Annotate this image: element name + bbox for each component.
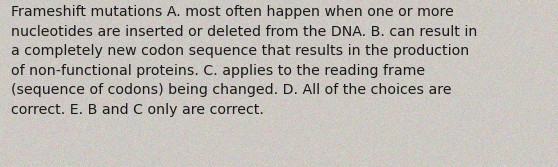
Text: Frameshift mutations A. most often happen when one or more
nucleotides are inser: Frameshift mutations A. most often happe… xyxy=(11,5,478,117)
